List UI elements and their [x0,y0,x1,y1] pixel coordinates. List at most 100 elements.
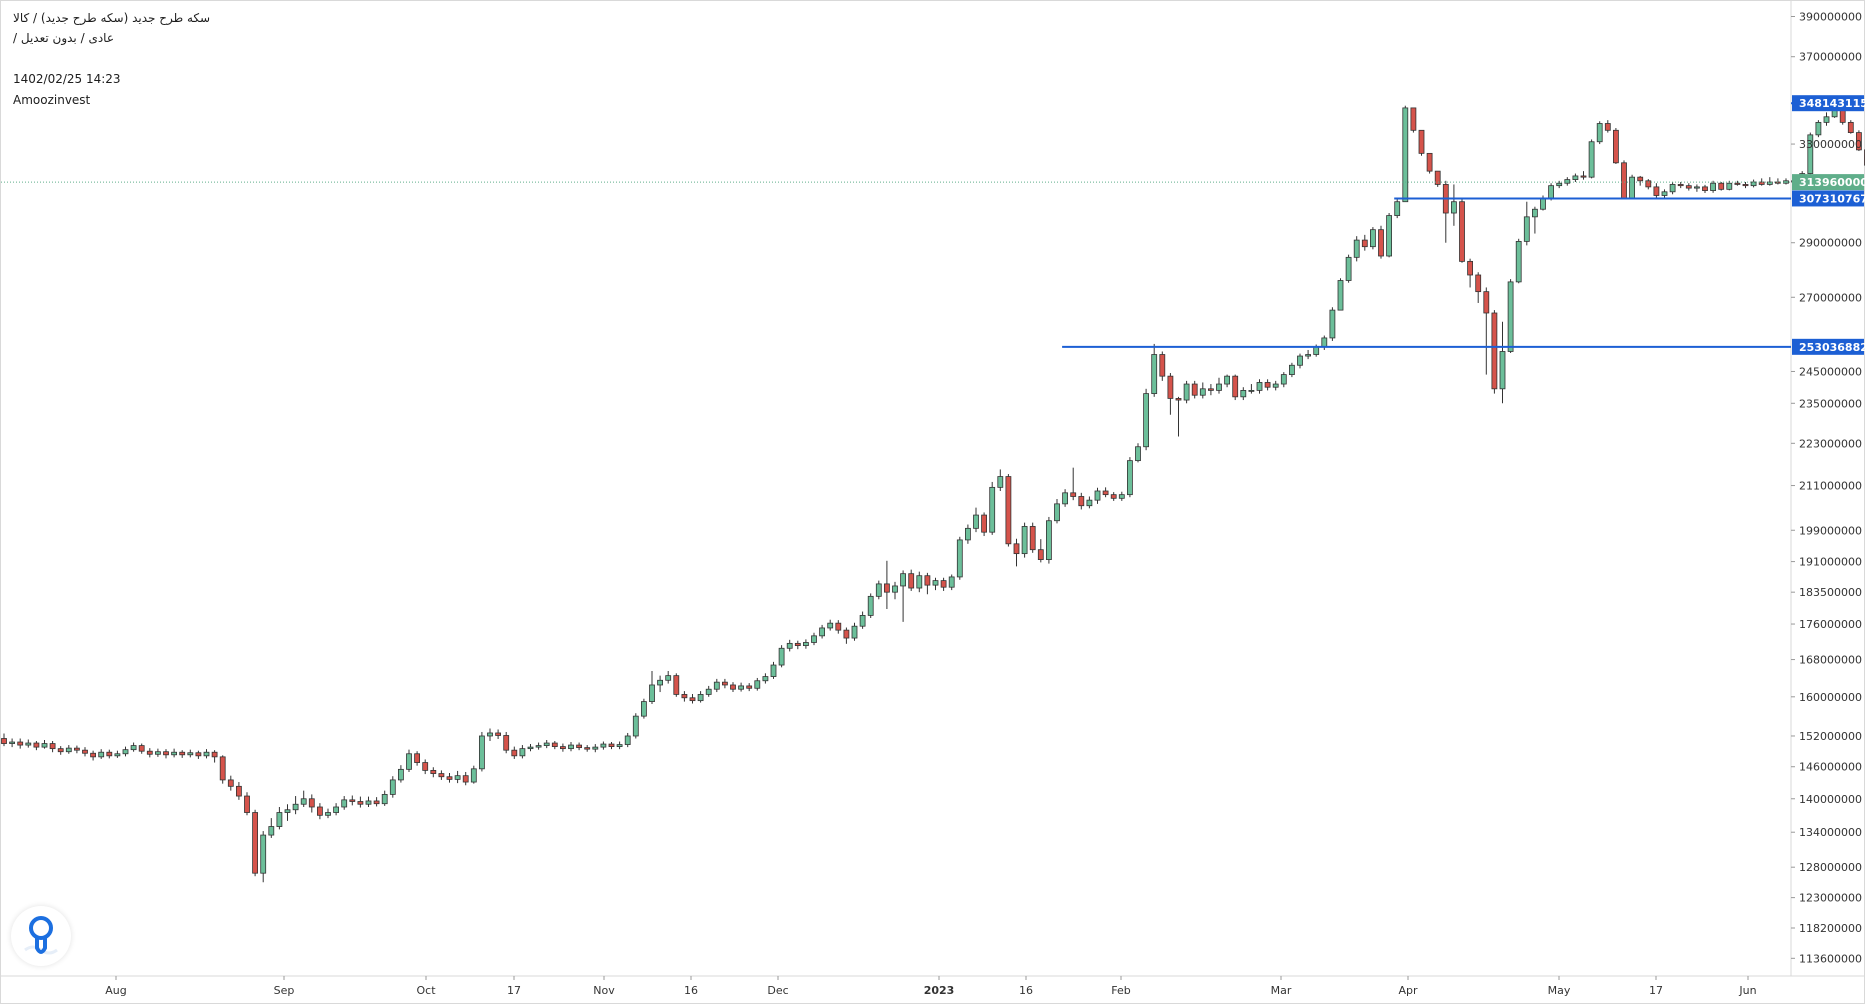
candle-body [220,757,225,780]
candle-body [447,777,452,780]
instrument-subtitle: عادی / بدون تعدیل / [13,31,114,45]
level-label: 253036882 [1799,341,1865,354]
candle-body [1451,202,1456,213]
candle-body [1387,216,1392,256]
candle-body [755,681,760,689]
candle-body [698,694,703,700]
candle-body [1127,461,1132,495]
candle-body [390,780,395,795]
candle-body [965,528,970,540]
candle-body [131,746,136,750]
candles-group [2,97,1865,882]
price-tick-label: 176000000 [1799,618,1862,631]
price-tick-label: 235000000 [1799,397,1862,410]
price-axis[interactable]: 3900000003700000003300000002900000002700… [1791,11,1865,966]
candle-body [1192,384,1197,395]
candle-body [374,801,379,804]
price-tick-label: 118200000 [1799,922,1862,935]
candle-body [293,804,298,810]
candle-body [504,735,509,750]
location-pin-logo-icon[interactable] [11,906,71,966]
candle-body [917,576,922,588]
candle-body [245,796,250,812]
candle-body [334,807,339,813]
candle-body [1176,398,1181,400]
time-tick-label: 16 [684,984,698,997]
candle-body [666,676,671,681]
candle-body [828,623,833,628]
candle-body [682,694,687,697]
candle-body [1460,202,1465,262]
candle-body [795,643,800,645]
candle-body [1589,142,1594,177]
candle-body [998,477,1003,488]
candle-body [1346,257,1351,280]
candle-body [1079,496,1084,505]
candle-body [1136,447,1141,461]
price-tick-label: 146000000 [1799,761,1862,774]
candle-body [722,682,727,685]
candle-body [155,752,160,755]
candle-body [1411,108,1416,130]
candle-body [91,753,96,757]
candle-body [1492,313,1497,389]
price-tick-label: 330000000 [1799,138,1862,151]
candle-body [1711,183,1716,190]
candle-body [212,752,217,757]
instrument-title: سکه طرح جدید (سکه طرح جدید) / کالا [13,11,210,25]
candle-body [1119,495,1124,499]
candle-body [933,581,938,586]
candle-body [1508,282,1513,352]
candle-body [552,743,557,747]
candle-body [1597,124,1602,142]
candle-body [1743,184,1748,185]
candle-body [34,743,39,747]
candle-body [1055,504,1060,521]
candle-body [1532,209,1537,217]
candle-body [1298,356,1303,365]
candle-body [431,770,436,773]
candle-body [1476,275,1481,292]
candle-body [1654,187,1659,196]
candle-body [585,748,590,750]
candle-body [1379,230,1384,256]
candle-body [617,745,622,747]
candle-body [633,716,638,736]
candle-body [1144,394,1149,447]
candle-body [706,689,711,694]
candle-body [1152,355,1157,394]
candle-body [625,736,630,745]
candle-body [714,682,719,689]
candle-body [1403,108,1408,202]
candle-body [528,747,533,749]
candle-body [901,574,906,586]
candle-body [115,754,120,756]
candle-body [1719,183,1724,189]
candle-body [342,800,347,807]
candle-body [1281,375,1286,384]
candle-body [1249,390,1254,391]
time-tick-label: Jun [1738,984,1756,997]
candle-body [1638,177,1643,181]
candle-body [83,750,88,753]
candle-body [1735,183,1740,184]
candle-body [1314,347,1319,355]
candle-body [1524,217,1529,242]
candle-body [1095,491,1100,500]
price-tick-label: 140000000 [1799,793,1862,806]
candle-body [285,810,290,813]
candle-body [42,744,47,748]
price-tick-label: 245000000 [1799,365,1862,378]
candle-body [852,626,857,638]
time-tick-label: Sep [274,984,295,997]
candle-body [1549,186,1554,198]
price-tick-label: 211000000 [1799,480,1862,493]
candle-body [779,648,784,665]
candle-body [787,643,792,648]
candle-body [1087,500,1092,506]
candle-body [812,636,817,643]
time-tick-label: May [1548,984,1571,997]
